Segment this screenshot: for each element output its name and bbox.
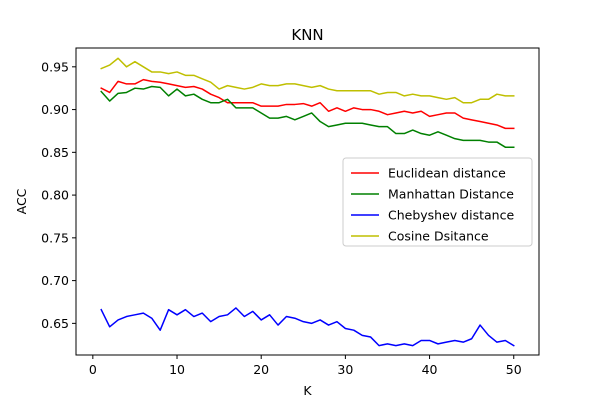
x-axis-ticks: 0 10 20 30 40 50 [89, 355, 522, 377]
y-axis-ticks: 0.65 0.70 0.75 0.80 0.85 0.90 0.95 [41, 59, 76, 331]
legend: Euclidean distance Manhattan Distance Cheb… [342, 157, 533, 247]
y-tick-label: 0.85 [41, 145, 69, 160]
legend-label: Manhattan Distance [388, 187, 514, 202]
legend-label: Euclidean distance [388, 166, 506, 181]
legend-box [342, 157, 533, 247]
series-line-2 [100, 85, 515, 148]
y-tick-label: 0.75 [41, 230, 69, 245]
y-tick-label: 0.70 [41, 273, 69, 288]
legend-label: Cosine Dsitance [388, 229, 489, 244]
x-tick-label: 50 [506, 362, 522, 377]
series-line-1 [100, 78, 515, 130]
x-axis-label: K [303, 383, 312, 398]
y-tick-label: 0.80 [41, 188, 69, 203]
x-tick-label: 20 [253, 362, 269, 377]
x-tick-label: 10 [169, 362, 185, 377]
axes-frame [75, 47, 540, 356]
y-tick-label: 0.95 [41, 59, 69, 74]
x-tick-label: 30 [337, 362, 353, 377]
y-axis-label: ACC [14, 188, 29, 214]
series-line-4 [100, 57, 515, 104]
x-tick-label: 40 [422, 362, 438, 377]
series-line-3 [100, 307, 515, 347]
x-tick-label: 0 [89, 362, 97, 377]
legend-label: Chebyshev distance [388, 208, 514, 223]
y-tick-label: 0.65 [41, 316, 69, 331]
y-tick-label: 0.90 [41, 102, 69, 117]
chart-title: KNN [291, 26, 323, 44]
series-lines [100, 57, 515, 347]
